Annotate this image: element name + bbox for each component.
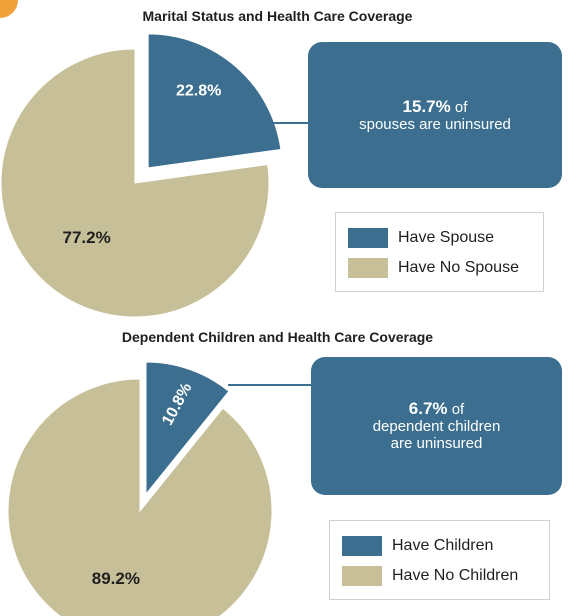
callout-text: are uninsured	[390, 435, 483, 452]
callout-percent: 6.7%	[408, 399, 448, 418]
legend-label: Have No Children	[392, 567, 519, 584]
callout-connector-dependent	[228, 384, 313, 386]
legend-item-have-no-children: Have No Children	[342, 561, 537, 591]
callout-marital: 15.7% of spouses are uninsured	[308, 42, 562, 188]
callout-dependent: 6.7% of dependent children are uninsured	[311, 357, 562, 495]
chart-title-marital: Marital Status and Health Care Coverage	[142, 8, 413, 24]
pie-data-label: 77.2%	[63, 228, 111, 247]
pie-chart-dependent: 10.8%89.2%	[7, 361, 273, 616]
legend-dependent: Have Children Have No Children	[329, 520, 550, 600]
pie-slice-have-no-spouse	[0, 48, 270, 318]
legend-label: Have Children	[392, 537, 494, 554]
legend-swatch	[348, 258, 388, 278]
pie-slice-have-no-children	[7, 378, 273, 616]
legend-item-have-no-spouse: Have No Spouse	[348, 253, 531, 283]
callout-text: of	[454, 98, 468, 116]
pie-chart-marital: 22.8% 77.2%	[0, 33, 282, 318]
legend-marital: Have Spouse Have No Spouse	[335, 212, 544, 292]
callout-percent: 15.7%	[402, 96, 451, 116]
callout-text: spouses are uninsured	[359, 115, 511, 133]
pie-data-label: 89.2%	[92, 569, 140, 588]
pie-slice-have-children	[145, 361, 230, 496]
callout-text: dependent children	[372, 418, 501, 435]
legend-swatch	[342, 536, 382, 556]
callout-text: of	[451, 401, 465, 418]
legend-swatch	[348, 228, 388, 248]
legend-swatch	[342, 566, 382, 586]
pie-slice-have-spouse	[147, 33, 282, 169]
pie-data-label: 22.8%	[176, 82, 221, 99]
chart-title-dependent: Dependent Children and Health Care Cover…	[121, 329, 434, 345]
legend-item-have-children: Have Children	[342, 531, 537, 561]
legend-label: Have No Spouse	[398, 259, 519, 276]
legend-item-have-spouse: Have Spouse	[348, 223, 531, 253]
legend-label: Have Spouse	[398, 229, 495, 246]
callout-connector-marital	[260, 122, 310, 124]
